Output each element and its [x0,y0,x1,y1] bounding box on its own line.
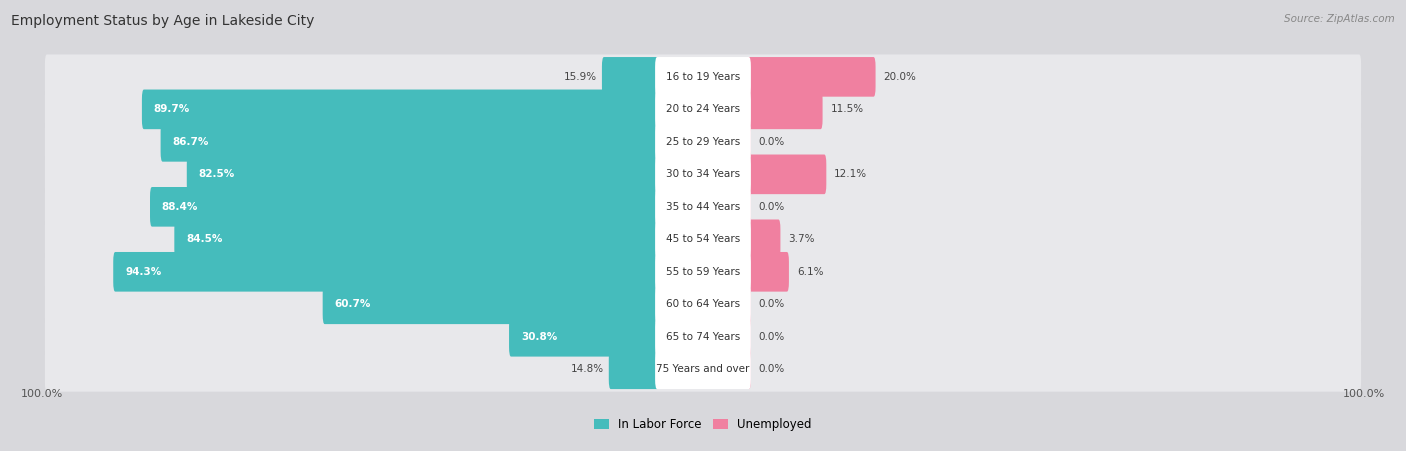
FancyBboxPatch shape [609,350,659,389]
FancyBboxPatch shape [655,155,751,194]
FancyBboxPatch shape [45,87,1361,132]
FancyBboxPatch shape [747,155,827,194]
Text: 84.5%: 84.5% [186,235,222,244]
Text: 55 to 59 Years: 55 to 59 Years [666,267,740,277]
FancyBboxPatch shape [45,249,1361,294]
Text: 45 to 54 Years: 45 to 54 Years [666,235,740,244]
FancyBboxPatch shape [747,57,876,97]
Text: 100.0%: 100.0% [1343,389,1385,399]
FancyBboxPatch shape [747,122,751,161]
FancyBboxPatch shape [747,90,823,129]
Text: 82.5%: 82.5% [198,169,235,179]
Text: 60 to 64 Years: 60 to 64 Years [666,299,740,309]
Text: 14.8%: 14.8% [571,364,605,374]
Text: 15.9%: 15.9% [564,72,598,82]
FancyBboxPatch shape [747,350,751,389]
FancyBboxPatch shape [655,350,751,389]
Text: 0.0%: 0.0% [759,299,785,309]
FancyBboxPatch shape [45,55,1361,99]
Text: 20 to 24 Years: 20 to 24 Years [666,104,740,115]
FancyBboxPatch shape [655,90,751,129]
FancyBboxPatch shape [655,57,751,97]
Text: 30 to 34 Years: 30 to 34 Years [666,169,740,179]
FancyBboxPatch shape [45,347,1361,391]
Text: 20.0%: 20.0% [883,72,917,82]
Text: Source: ZipAtlas.com: Source: ZipAtlas.com [1284,14,1395,23]
Text: 11.5%: 11.5% [831,104,863,115]
Text: 16 to 19 Years: 16 to 19 Years [666,72,740,82]
FancyBboxPatch shape [322,285,659,324]
FancyBboxPatch shape [747,317,751,357]
FancyBboxPatch shape [655,285,751,324]
Text: 0.0%: 0.0% [759,332,785,342]
FancyBboxPatch shape [655,317,751,357]
Text: 3.7%: 3.7% [789,235,815,244]
Text: 0.0%: 0.0% [759,137,785,147]
Text: 30.8%: 30.8% [520,332,557,342]
Text: 75 Years and over: 75 Years and over [657,364,749,374]
FancyBboxPatch shape [747,252,789,292]
FancyBboxPatch shape [45,314,1361,359]
Text: 86.7%: 86.7% [173,137,209,147]
FancyBboxPatch shape [747,187,751,227]
FancyBboxPatch shape [602,57,659,97]
Text: 12.1%: 12.1% [834,169,868,179]
FancyBboxPatch shape [655,252,751,292]
Text: Employment Status by Age in Lakeside City: Employment Status by Age in Lakeside Cit… [11,14,315,28]
FancyBboxPatch shape [45,152,1361,197]
Text: 94.3%: 94.3% [125,267,162,277]
Text: 25 to 29 Years: 25 to 29 Years [666,137,740,147]
FancyBboxPatch shape [45,184,1361,229]
FancyBboxPatch shape [655,187,751,227]
Text: 88.4%: 88.4% [162,202,198,212]
FancyBboxPatch shape [142,90,659,129]
FancyBboxPatch shape [747,220,780,259]
Text: 65 to 74 Years: 65 to 74 Years [666,332,740,342]
Text: 0.0%: 0.0% [759,364,785,374]
Legend: In Labor Force, Unemployed: In Labor Force, Unemployed [589,413,817,436]
FancyBboxPatch shape [747,285,751,324]
Text: 100.0%: 100.0% [21,389,63,399]
Text: 0.0%: 0.0% [759,202,785,212]
FancyBboxPatch shape [114,252,659,292]
Text: 89.7%: 89.7% [153,104,190,115]
FancyBboxPatch shape [509,317,659,357]
FancyBboxPatch shape [187,155,659,194]
FancyBboxPatch shape [45,217,1361,262]
FancyBboxPatch shape [160,122,659,161]
FancyBboxPatch shape [655,122,751,161]
FancyBboxPatch shape [150,187,659,227]
FancyBboxPatch shape [174,220,659,259]
Text: 6.1%: 6.1% [797,267,824,277]
FancyBboxPatch shape [45,282,1361,327]
Text: 35 to 44 Years: 35 to 44 Years [666,202,740,212]
FancyBboxPatch shape [45,120,1361,164]
FancyBboxPatch shape [655,220,751,259]
Text: 60.7%: 60.7% [335,299,371,309]
